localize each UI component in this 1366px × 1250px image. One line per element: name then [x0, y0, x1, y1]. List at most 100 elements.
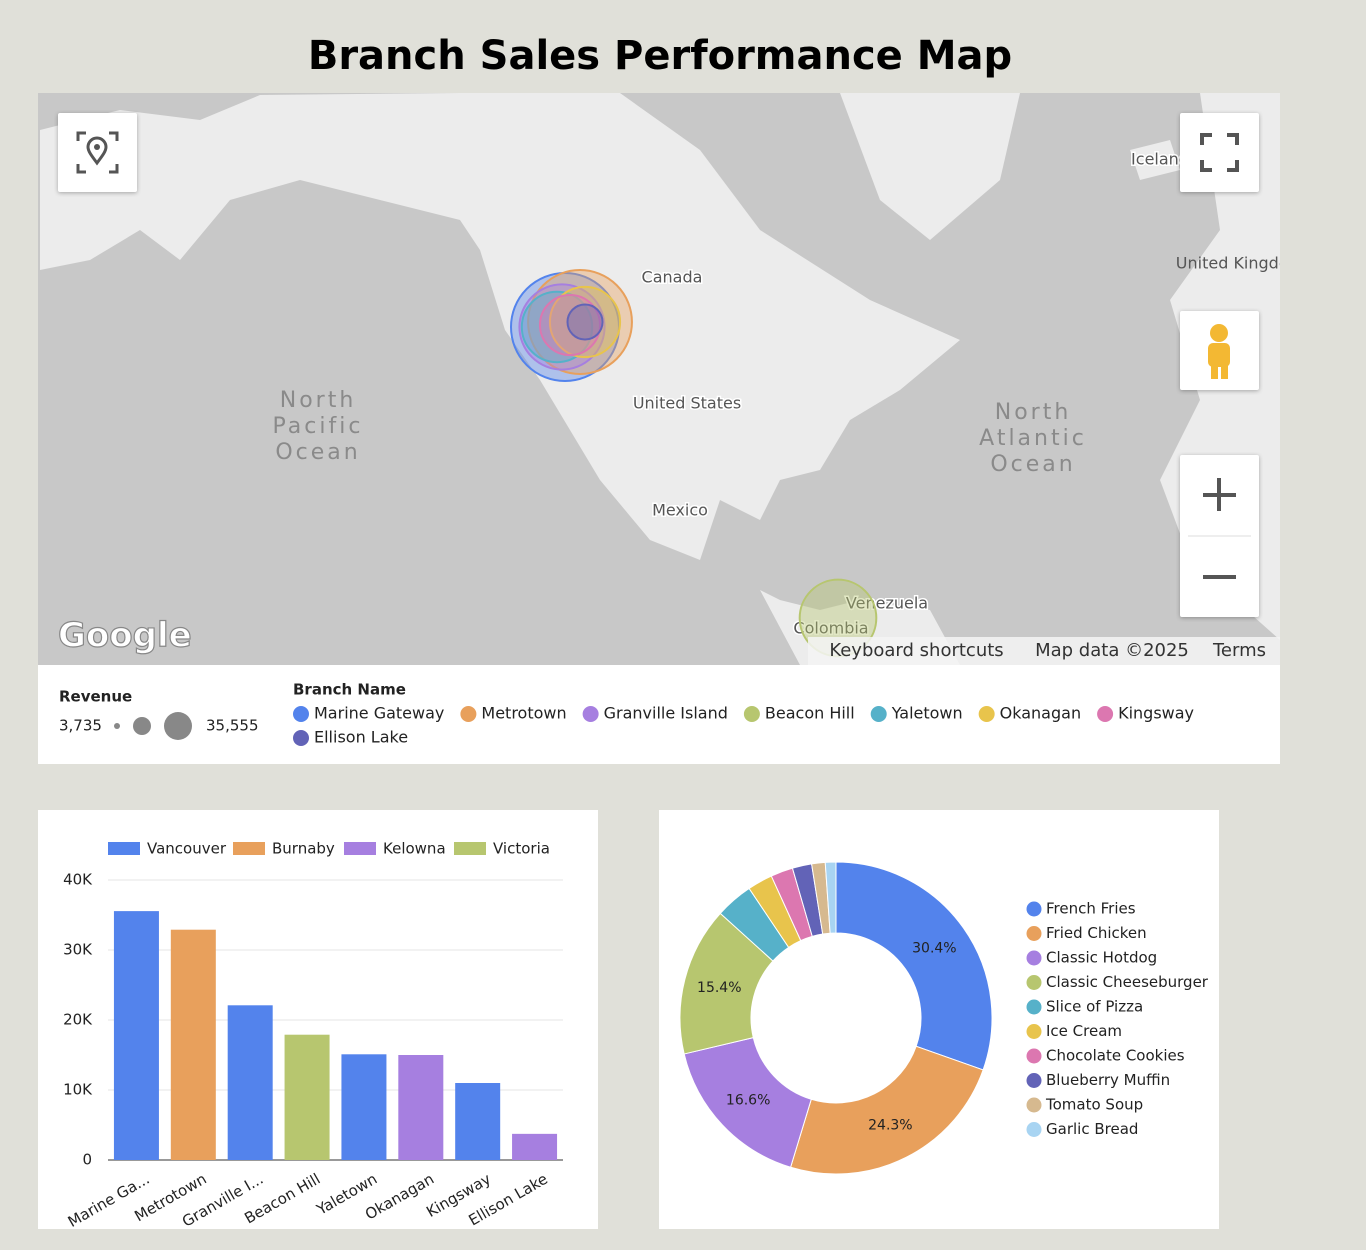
legend-label: Burnaby [272, 840, 335, 858]
pie-slice [824, 861, 837, 934]
locate-icon [76, 131, 119, 174]
legend-label: Blueberry Muffin [1046, 1071, 1170, 1089]
legend-dot [1026, 950, 1042, 966]
attribution: Keyboard shortcuts [829, 640, 1003, 661]
fullscreen-button[interactable] [1180, 113, 1259, 192]
legend-label: Classic Cheeseburger [1046, 973, 1209, 991]
legend-dot [460, 706, 477, 722]
map-label: Iceland [1131, 150, 1189, 169]
legend-label: Fried Chicken [1046, 924, 1147, 942]
map-label: Colombia [793, 619, 868, 638]
attribution: Map data ©2025 [1035, 640, 1189, 661]
legend-label: Vancouver [147, 840, 227, 858]
legend-label: Beacon Hill [765, 704, 855, 723]
legend-dot [1026, 1122, 1042, 1137]
legend-label: Kingsway [1118, 704, 1194, 723]
map-layer: Canada United States Mexico Venezuela Colomb… [510, 148, 1304, 658]
bar [227, 1005, 273, 1160]
ocean-label: North Atlantic Ocean [979, 400, 1087, 477]
size-legend-label: 35,555 [206, 717, 259, 735]
legend-dot [1026, 975, 1042, 990]
legend-dot [1026, 901, 1042, 917]
legend-label: Marine Gateway [314, 704, 444, 723]
slice-label: 16.6% [726, 1092, 770, 1108]
legend-dot [1026, 1048, 1042, 1064]
legend-label: Granville Island [604, 704, 728, 723]
pie-slice [835, 861, 993, 1071]
legend-label: Slice of Pizza [1046, 998, 1143, 1016]
map-label: United Kingdom [1176, 254, 1304, 273]
legend-label: Ellison Lake [314, 728, 408, 747]
y-tick-label: 40K [63, 871, 93, 889]
bar [170, 929, 216, 1160]
bar [284, 1034, 330, 1160]
map-legend-panel [38, 665, 1280, 764]
slice-label: 24.3% [868, 1118, 912, 1134]
legend-swatch [454, 842, 486, 855]
size-legend-dot [164, 712, 192, 740]
bar [113, 911, 159, 1160]
legend-dot [978, 706, 995, 722]
legend-label: Garlic Bread [1046, 1120, 1138, 1138]
legend-dot [1026, 926, 1042, 941]
legend-swatch [344, 842, 376, 855]
legend-dot [293, 730, 309, 746]
legend-label: Kelowna [383, 840, 446, 858]
legend-dot [1097, 706, 1114, 722]
legend-label: Victoria [493, 840, 550, 858]
legend-dot [743, 706, 760, 722]
size-legend-label: 3,735 [59, 717, 102, 735]
attribution-bar [808, 637, 1280, 665]
legend-dot [1026, 1024, 1042, 1039]
legend-swatch [233, 842, 265, 855]
map-logo: Google [58, 616, 192, 656]
bar [455, 1083, 501, 1160]
legend-label: Metrotown [481, 704, 566, 723]
legend-label: Classic Hotdog [1046, 949, 1157, 967]
y-tick-label: 0 [82, 1151, 92, 1169]
map-base [38, 93, 1280, 665]
y-tick-label: 20K [63, 1011, 93, 1029]
legend-title: Branch Name [293, 681, 406, 699]
legend-swatch [108, 842, 140, 855]
zoom-control [1180, 455, 1259, 617]
y-tick-label: 10K [63, 1081, 93, 1099]
legend-label: Tomato Soup [1045, 1096, 1143, 1114]
street-view-button[interactable] [1180, 311, 1259, 390]
legend-label: Chocolate Cookies [1046, 1047, 1185, 1065]
page-title: Branch Sales Performance Map [308, 33, 1012, 79]
revenue-bubble [518, 283, 606, 371]
legend-dot [1026, 1097, 1042, 1113]
legend-dot [1026, 1073, 1042, 1088]
bar [512, 1133, 558, 1160]
map-label: Mexico [652, 501, 708, 520]
ocean-label: North Pacific Ocean [272, 388, 364, 465]
pie-slice [789, 1045, 984, 1175]
legend-dot [293, 706, 309, 722]
y-tick-label: 30K [63, 941, 93, 959]
size-legend-dot [114, 723, 120, 729]
map-label: Canada [642, 268, 703, 287]
size-legend-title: Revenue [59, 688, 132, 706]
bar [341, 1054, 387, 1160]
legend-label: Yaletown [891, 704, 963, 723]
pegman [1208, 324, 1230, 379]
legend-dot [870, 706, 887, 722]
legend-label: Ice Cream [1046, 1022, 1122, 1040]
zoom-icons[interactable] [1180, 455, 1259, 617]
bar [398, 1055, 444, 1160]
legend-dot [582, 706, 599, 722]
size-legend-dot [133, 717, 151, 735]
revenue-bubble [548, 285, 622, 359]
legend-label: Okanagan [1000, 704, 1081, 723]
slice-label: 15.4% [697, 980, 741, 996]
revenue-bubble [520, 290, 594, 364]
slice-label: 30.4% [912, 940, 956, 956]
locate-button[interactable] [58, 113, 137, 192]
legend-dot [1026, 999, 1042, 1015]
fullscreen-icon [1200, 133, 1239, 172]
legend-label: French Fries [1046, 900, 1136, 918]
attribution: Terms [1212, 640, 1266, 661]
